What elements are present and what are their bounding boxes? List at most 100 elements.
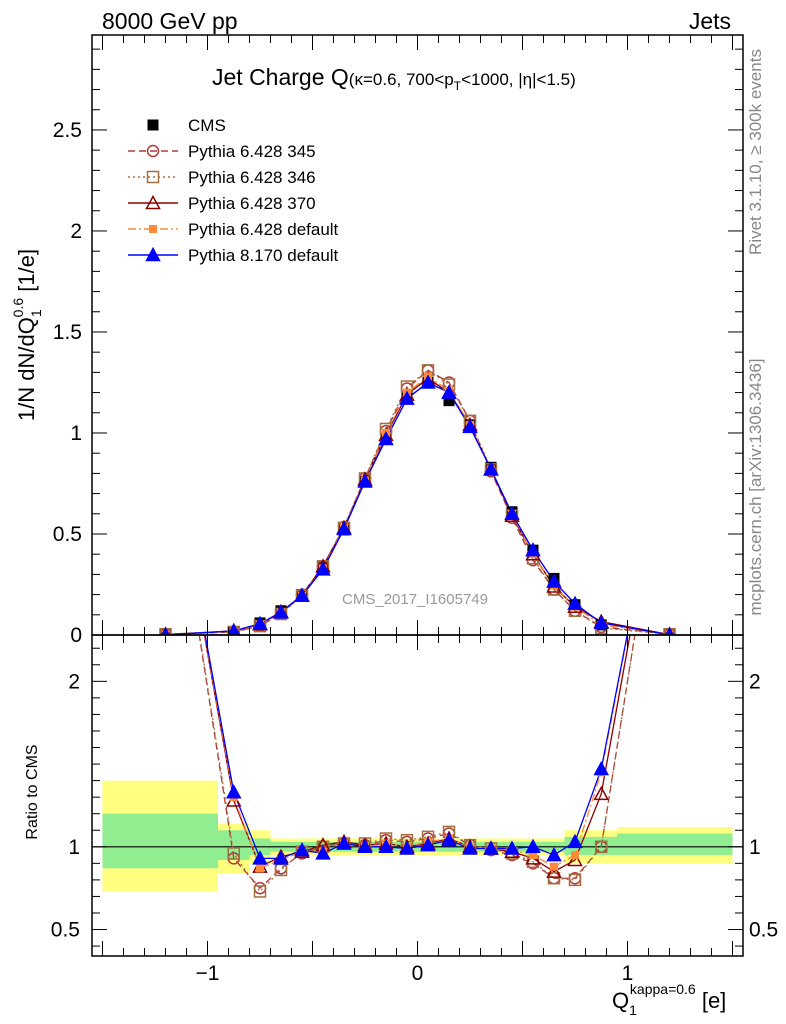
ratio-point-pythia-8-170-default [273, 850, 289, 865]
top-y-tick-label: 0 [70, 624, 82, 647]
ratio-point-pythia-8-170-default [593, 760, 610, 776]
ratio-point-pythia-8-170-default [462, 840, 478, 855]
data-point-pythia-8-170-default [315, 561, 331, 576]
ratio-point-pythia-8-170-default [504, 840, 520, 855]
ratio-point-pythia-8-170-default [336, 835, 352, 850]
legend-marker [146, 170, 160, 184]
bottom-y-tick-label-right: 0.5 [749, 919, 778, 942]
ratio-point-pythia-8-170-default [420, 837, 436, 852]
stat-uncertainty-band [102, 813, 218, 869]
data-point-pythia-8-170-default [567, 595, 583, 610]
plot-title-sub: (κ=0.6, 700<p [349, 70, 454, 89]
legend-entry: Pythia 8.170 default [188, 246, 339, 265]
ratio-point-pythia-8-170-default [567, 833, 583, 849]
header-jets-label: Jets [689, 8, 731, 34]
data-point-pythia-8-170-default [357, 473, 373, 488]
legend-entry: Pythia 6.428 345 [188, 142, 316, 161]
ratio-point-pythia-6-428-370 [567, 851, 583, 867]
mcplots-reference-label: mcplots.cern.ch [arXiv:1306.3436] [746, 358, 765, 615]
ratio-point-pythia-8-170-default [483, 840, 499, 855]
legend-entry: Pythia 6.428 default [188, 220, 339, 239]
ratio-point-pythia-6-428-346 [595, 840, 608, 854]
x-tick-label: −1 [196, 962, 220, 985]
plot-title-main: Jet Charge Q [212, 64, 349, 90]
ratio-point-pythia-8-170-default [399, 840, 415, 855]
top-y-tick-label: 0.5 [53, 523, 82, 546]
data-point-pythia-8-170-default [420, 374, 436, 389]
ratio-point-pythia-8-170-default [252, 850, 268, 865]
ratio-point-pythia-6-428-370 [593, 785, 610, 801]
y-axis-label: 1/N dN/dQ10.6 [1/e] [10, 249, 44, 421]
top-y-tick-label: 1 [70, 422, 82, 445]
ratio-point-pythia-6-428-370 [546, 863, 562, 878]
ratio-plot-series [198, 635, 636, 898]
data-point-pythia-8-170-default [525, 542, 541, 557]
ratio-point-pythia-8-170-default [525, 838, 541, 854]
ratio-line-pythia-6-428-345 [198, 635, 636, 890]
top-y-tick-label: 2 [70, 220, 82, 243]
x-axis-label-sup: kappa=0.6 [630, 981, 696, 997]
y-axis-label-unit: [1/e] [14, 249, 39, 298]
legend-marker [145, 246, 161, 262]
ratio-point-pythia-8-170-default [225, 784, 242, 799]
data-point-pythia-8-170-default [273, 604, 289, 619]
data-point-pythia-8-170-default [441, 384, 457, 399]
data-point-pythia-8-170-default [336, 520, 352, 536]
plot-title-sub-tail: <1000, |η|<1.5) [461, 70, 576, 89]
x-tick-label: 1 [622, 962, 634, 985]
data-point-pythia-8-170-default [462, 418, 478, 434]
rivet-version-label: Rivet 3.1.10, ≥ 300k events [746, 49, 765, 255]
bottom-y-tick-label-right: 2 [749, 670, 761, 693]
ratio-point-pythia-6-428-default [529, 851, 537, 860]
watermark-label: CMS_2017_I1605749 [342, 591, 488, 608]
ratio-point-pythia-8-170-default [441, 832, 457, 847]
bottom-y-tick-label-left: 0.5 [51, 919, 80, 942]
legend-marker [149, 225, 157, 233]
legend-marker [145, 194, 161, 210]
bottom-y-tick-label-right: 1 [749, 836, 761, 859]
plot-title: Jet Charge Q(κ=0.6, 700<pT<1000, |η|<1.5… [212, 64, 576, 93]
ratio-point-pythia-6-428-default [571, 851, 579, 860]
ratio-point-pythia-6-428-default [256, 864, 264, 873]
ratio-point-pythia-8-170-default [315, 845, 331, 860]
bottom-y-tick-label-left: 1 [68, 836, 80, 859]
data-point-pythia-8-170-default [504, 505, 520, 521]
ratio-plot-axes: 0.5 0.5 1 1 2 2 −1 0 1 [51, 635, 778, 985]
ratio-y-axis-label: Ratio to CMS [24, 744, 41, 839]
data-point-pythia-8-170-default [378, 430, 394, 446]
top-y-tick-label: 1.5 [53, 321, 82, 344]
ratio-point-pythia-6-428-346 [568, 873, 582, 887]
x-axis-label-main: Q [612, 988, 629, 1013]
data-point-pythia-8-170-default [483, 461, 499, 476]
bottom-y-tick-label-left: 2 [68, 670, 80, 693]
data-point-pythia-8-170-default [593, 614, 610, 630]
ratio-point-pythia-8-170-default [546, 846, 562, 862]
data-point-pythia-8-170-default [252, 615, 268, 630]
y-axis-label-main: 1/N dN/dQ [14, 317, 39, 421]
data-point-pythia-8-170-default [227, 622, 241, 635]
ratio-point-pythia-8-170-default [294, 842, 310, 857]
series-line-pythia-6-428-346 [165, 369, 670, 635]
main-plot-series [159, 364, 676, 635]
x-axis-label-unit: [e] [696, 988, 727, 1013]
ratio-point-pythia-6-428-346 [253, 885, 267, 898]
main-plot-axes: 0 0.5 1 1.5 2 2.5 [53, 35, 743, 647]
ratio-point-pythia-6-428-346 [547, 871, 561, 885]
header-energy-label: 8000 GeV pp [102, 8, 238, 34]
data-point-pythia-8-170-default [546, 573, 562, 588]
legend-marker [146, 144, 160, 158]
x-axis-label-sub: 1 [629, 1002, 637, 1018]
legend-entry: Pythia 6.428 370 [188, 194, 316, 213]
legend-marker [147, 119, 159, 131]
x-tick-label: 0 [412, 962, 424, 985]
x-axis-label: Q1 kappa=0.6 [e] [612, 981, 726, 1018]
ratio-point-pythia-8-170-default [378, 838, 394, 854]
ratio-plot-bands [92, 780, 743, 892]
ratio-point-pythia-6-428-default [550, 862, 558, 871]
ratio-point-pythia-8-170-default [357, 838, 373, 854]
stat-uncertainty-band [617, 833, 733, 856]
data-point-pythia-8-170-default [399, 390, 415, 405]
legend: CMS Pythia 6.428 345 Pythia 6.428 346 Pythi… [128, 116, 339, 265]
plot-title-sub-index: T [454, 79, 462, 93]
top-y-tick-label: 2.5 [53, 119, 82, 142]
